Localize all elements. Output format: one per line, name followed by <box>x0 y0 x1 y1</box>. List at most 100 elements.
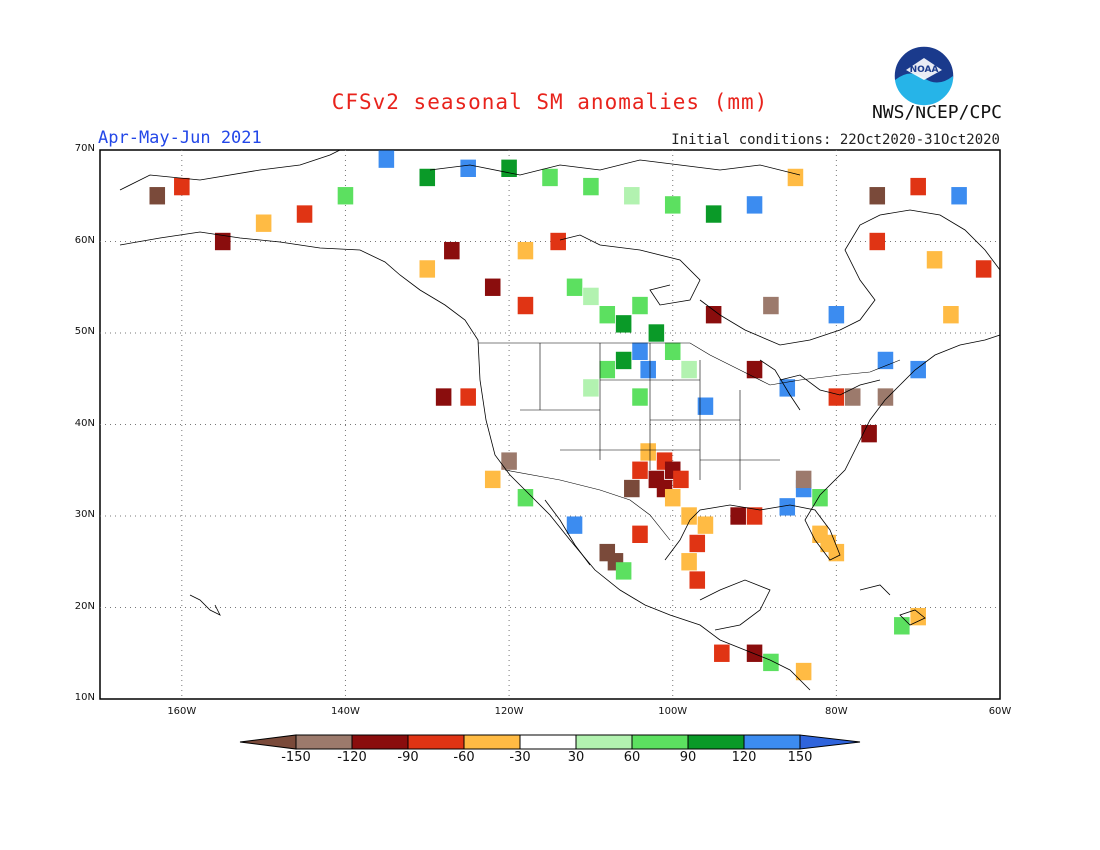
colorbar-swatch <box>631 734 689 750</box>
colorbar-swatch <box>575 734 633 750</box>
forecast-period: Apr-May-Jun 2021 <box>98 128 262 148</box>
anomaly-cell <box>746 196 763 214</box>
anomaly-cell <box>951 187 967 205</box>
anomaly-cell <box>501 159 517 177</box>
anomaly-cell <box>583 287 599 306</box>
anomaly-cell <box>943 306 959 324</box>
anomaly-cell <box>828 388 845 406</box>
anomaly-cell <box>615 562 632 580</box>
anomaly-cell <box>214 232 231 251</box>
anomaly-cell <box>615 315 632 333</box>
anomaly-cell <box>689 534 706 553</box>
anomaly-cell <box>697 397 714 415</box>
anomaly-cell <box>640 443 656 461</box>
anomaly-cell <box>149 187 166 205</box>
anomaly-cell <box>632 342 648 360</box>
anomaly-cell <box>763 653 779 672</box>
colorbar-swatch <box>295 734 353 750</box>
lon-tick-label: 80W <box>825 706 848 717</box>
anomaly-cell <box>746 644 763 662</box>
anomaly-cell <box>673 470 689 489</box>
anomaly-cell <box>869 232 886 251</box>
anomaly-cell <box>795 662 812 681</box>
anomaly-cell <box>681 507 697 525</box>
political-borders <box>478 342 901 541</box>
anomaly-cell <box>648 324 665 342</box>
colorbar-label: 60 <box>623 750 641 765</box>
anomaly-cell <box>583 379 599 397</box>
anomaly-cell <box>632 296 648 315</box>
anomaly-cell <box>632 525 648 543</box>
anomaly-cell <box>460 388 476 406</box>
anomaly-cell <box>705 205 722 223</box>
anomaly-cell <box>681 360 697 379</box>
colorbar-swatch <box>351 734 409 750</box>
lat-tick-label: 10N <box>74 692 95 703</box>
anomaly-cell <box>894 617 910 635</box>
anomaly-cell <box>926 251 943 269</box>
anomaly-cell <box>910 177 926 196</box>
anomaly-cell <box>337 187 354 205</box>
colorbar-label: 120 <box>731 750 757 765</box>
anomaly-cell <box>632 388 648 406</box>
colorbar-arrow-left <box>239 734 297 750</box>
lat-tick-label: 20N <box>74 600 95 612</box>
anomaly-cell <box>844 388 861 406</box>
lat-tick-label: 40N <box>74 417 95 429</box>
anomaly-cell <box>419 260 436 278</box>
anomaly-cell <box>664 489 681 507</box>
anomaly-cell <box>697 516 714 534</box>
lat-tick-label: 30N <box>74 509 95 520</box>
colorbar-swatch <box>463 734 521 750</box>
anomaly-cell <box>517 489 534 507</box>
lat-tick-label: 50N <box>74 326 95 337</box>
lat-tick-label: 60N <box>74 234 95 246</box>
anomaly-cell <box>174 177 190 196</box>
anomaly-cell <box>501 452 517 470</box>
anomaly-cell <box>746 360 763 379</box>
anomaly-cell <box>419 168 436 187</box>
anomaly-cell <box>615 351 632 370</box>
anomaly-cells <box>149 150 992 681</box>
anomaly-cell <box>583 177 599 196</box>
anomaly-cell <box>296 205 313 223</box>
colorbar-label: -120 <box>337 750 367 765</box>
anomaly-cell <box>444 241 460 260</box>
colorbar-label: -60 <box>453 750 475 765</box>
anomaly-cell <box>599 306 616 324</box>
anomaly-cell <box>689 571 706 589</box>
lon-tick-label: 120W <box>494 706 524 717</box>
anomaly-cell <box>910 607 926 626</box>
anomaly-cell <box>435 388 452 406</box>
colorbar-label: -90 <box>397 750 419 765</box>
colorbar-arrow-right <box>799 734 861 750</box>
anomaly-cell <box>566 516 583 534</box>
anomaly-cell <box>877 351 894 370</box>
colorbar-swatch <box>407 734 465 750</box>
anomaly-cell <box>730 507 746 525</box>
coastlines <box>119 149 1001 691</box>
colorbar-label: 90 <box>679 750 697 765</box>
colorbar-label: -30 <box>509 750 531 765</box>
colorbar-label: 150 <box>787 750 813 765</box>
anomaly-cell <box>542 168 558 187</box>
anomaly-cell <box>255 214 272 232</box>
anomaly-cell <box>624 479 640 498</box>
lon-tick-label: 100W <box>658 706 688 717</box>
anomaly-cell <box>640 360 656 379</box>
lat-tick-label: 70N <box>74 143 95 154</box>
anomaly-cell <box>460 159 476 177</box>
anomaly-cell <box>566 278 583 296</box>
anomaly-cell <box>599 360 616 379</box>
lon-tick-label: 160W <box>167 706 197 717</box>
colorbar-swatch <box>743 734 801 750</box>
anomaly-cell <box>746 507 763 525</box>
colorbar-label: 30 <box>567 750 585 765</box>
anomaly-cell <box>517 296 534 315</box>
lon-tick-label: 140W <box>330 706 360 717</box>
colorbar-swatch <box>519 734 577 750</box>
anomaly-cell <box>681 553 697 571</box>
page-title: CFSv2 seasonal SM anomalies (mm) <box>331 90 769 114</box>
